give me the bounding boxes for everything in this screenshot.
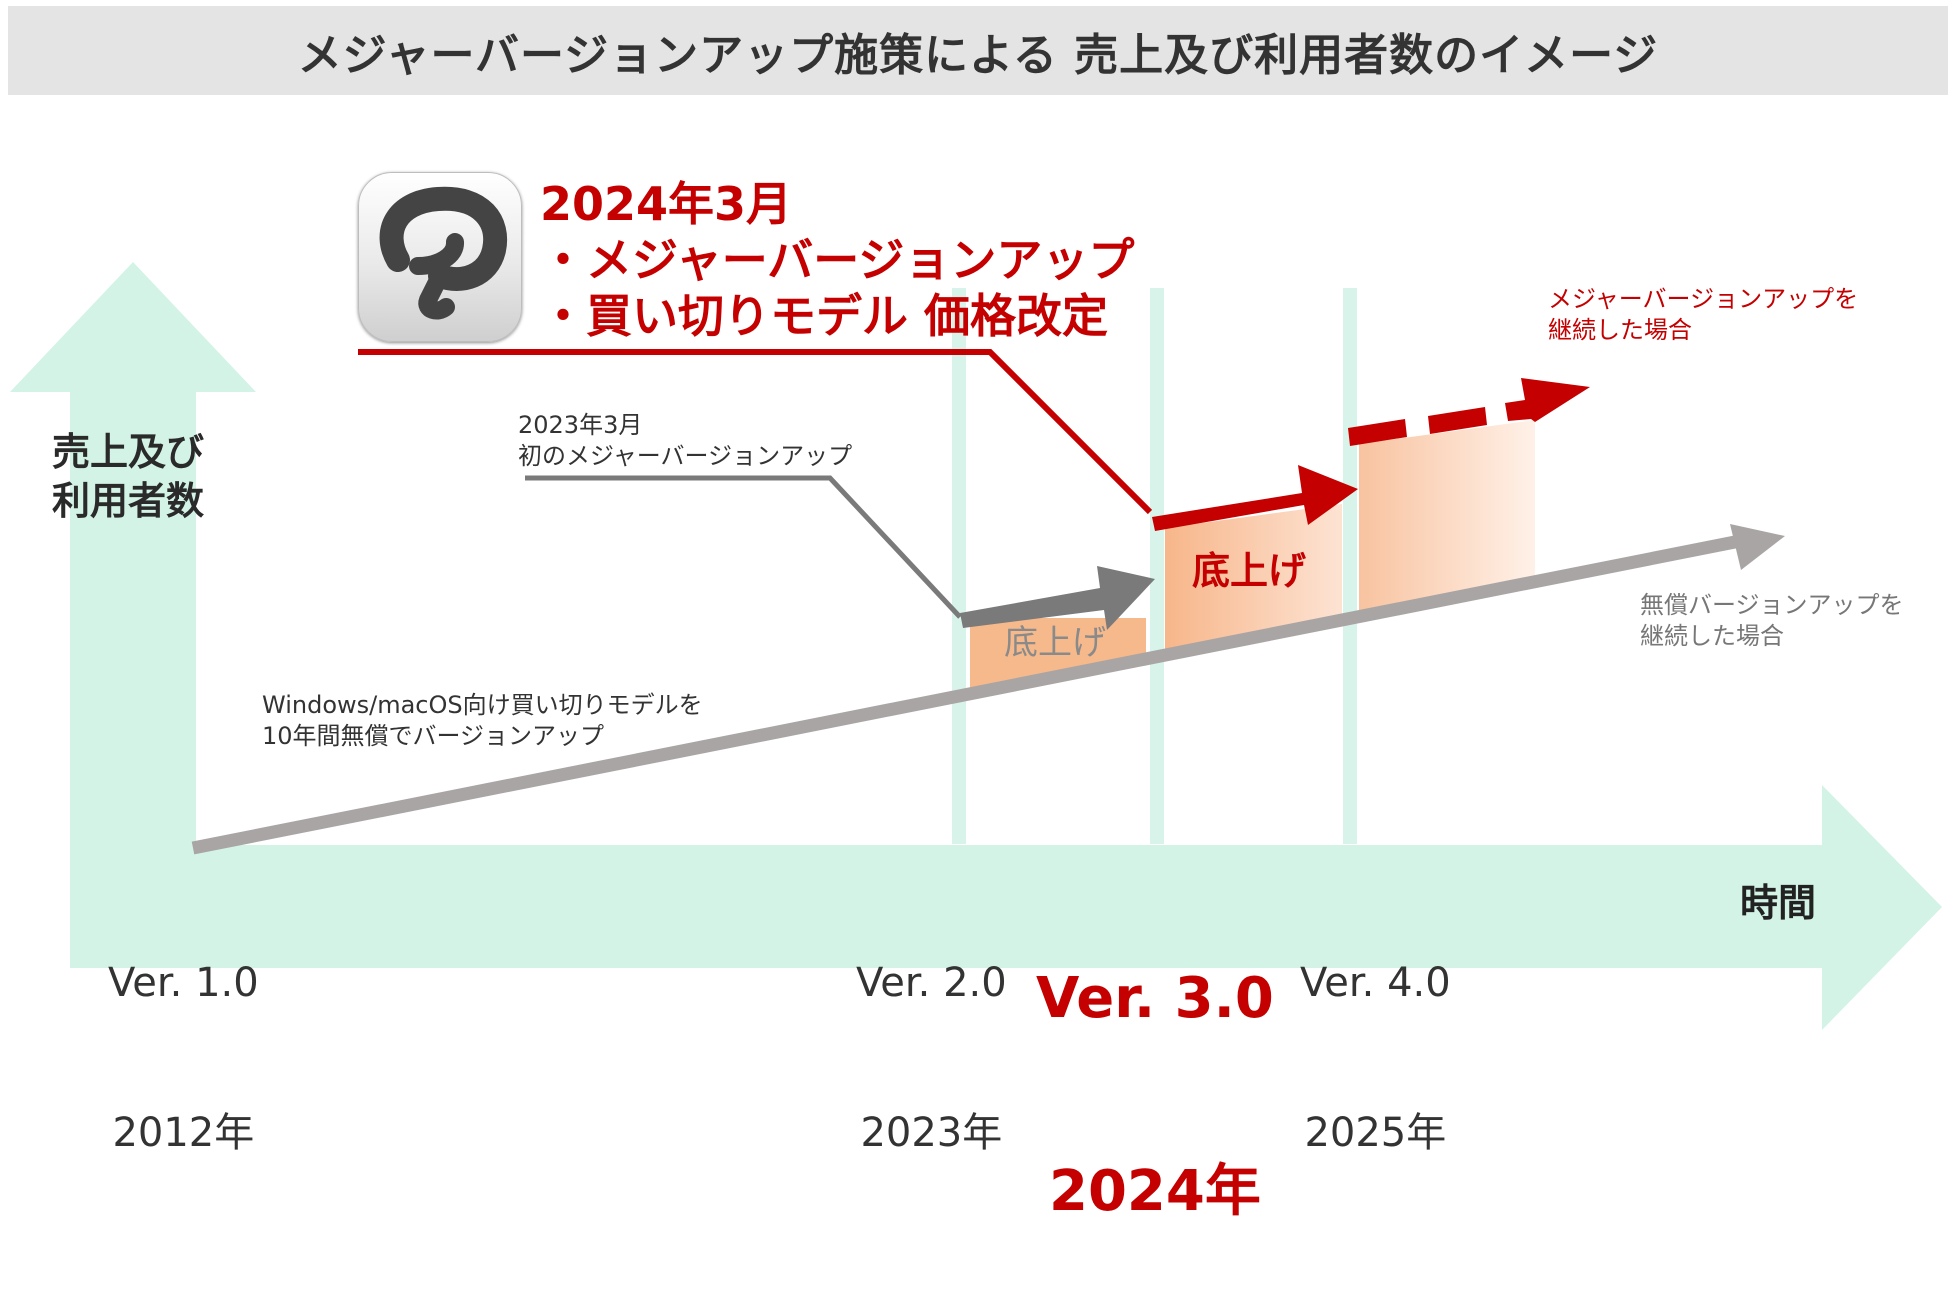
version-year: 2012年 [112, 1110, 255, 1156]
version-year: 2025年 [1304, 1110, 1447, 1156]
step-arrow-2024 [1152, 465, 1358, 531]
version-name: Ver. 1.0 [108, 960, 259, 1006]
version-label-4: Ver. 4.0 2025年 [1300, 858, 1451, 1208]
step-label-2023: 底上げ [1004, 623, 1106, 663]
diagram-canvas [10, 183, 1942, 1030]
headline-text: 2024年3月 ・メジャーバージョンアップ ・買い切りモデル 価格改定 [540, 177, 1135, 344]
step-area-2025 [1359, 420, 1535, 617]
x-axis-arrow [70, 785, 1942, 1030]
dashed-segment-1 [1348, 419, 1407, 446]
page-title: メジャーバージョンアップ施策による 売上及び利用者数のイメージ [297, 29, 1659, 81]
step-label-2024: 底上げ [1192, 549, 1307, 593]
dashed-segment-3 [1505, 378, 1590, 422]
y-axis-label: 売上及び 利用者数 [52, 430, 205, 524]
version-label-3: Ver. 3.0 2024年 [1036, 838, 1274, 1289]
version-label-2: Ver. 2.0 2023年 [856, 858, 1007, 1208]
title-bar: メジャーバージョンアップ施策による 売上及び利用者数のイメージ [8, 6, 1948, 95]
callout-2023-line [525, 475, 962, 619]
guide-line-2024 [1150, 288, 1164, 844]
step-arrow-2023 [960, 566, 1155, 630]
version-name: Ver. 4.0 [1300, 960, 1451, 1006]
guide-line-2023 [952, 288, 966, 844]
guide-line-2025 [1343, 288, 1357, 844]
version-label-1: Ver. 1.0 2012年 [108, 858, 259, 1208]
note-windows-free-updates: Windows/macOS向け買い切りモデルを 10年間無償でバージョンアップ [262, 691, 703, 750]
step-area-2023 [970, 618, 1146, 688]
headline-callout-line [358, 349, 1153, 515]
x-axis-label: 時間 [1740, 881, 1817, 925]
step-area-2024 [1165, 504, 1342, 653]
y-axis-arrow [10, 262, 256, 968]
version-name: Ver. 2.0 [856, 960, 1007, 1006]
note-major-continue: メジャーバージョンアップを 継続した場合 [1548, 285, 1859, 344]
baseline-trend-arrowhead [1730, 524, 1785, 570]
version-year: 2023年 [860, 1110, 1003, 1156]
clip-studio-paint-logo-icon [379, 186, 508, 320]
version-year: 2024年 [1049, 1158, 1261, 1224]
version-name: Ver. 3.0 [1036, 965, 1274, 1031]
baseline-trend-line [191, 534, 1742, 855]
note-free-continue: 無償バージョンアップを 継続した場合 [1640, 591, 1904, 650]
note-2023-first-major: 2023年3月 初のメジャーバージョンアップ [518, 411, 853, 470]
dashed-segment-2 [1428, 407, 1487, 434]
